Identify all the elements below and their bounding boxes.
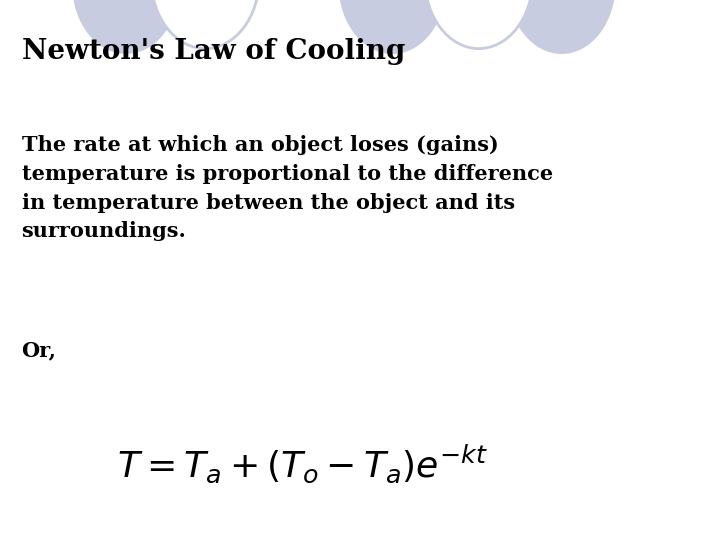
Ellipse shape [72, 0, 180, 54]
Text: Or,: Or, [22, 340, 56, 360]
Text: $T = T_a + (T_o - T_a)e^{-kt}$: $T = T_a + (T_o - T_a)e^{-kt}$ [117, 443, 488, 485]
Ellipse shape [508, 0, 616, 54]
Text: Newton's Law of Cooling: Newton's Law of Cooling [22, 38, 405, 65]
Ellipse shape [425, 0, 533, 49]
Text: The rate at which an object loses (gains)
temperature is proportional to the dif: The rate at which an object loses (gains… [22, 135, 553, 241]
Ellipse shape [151, 0, 259, 49]
Ellipse shape [338, 0, 446, 54]
